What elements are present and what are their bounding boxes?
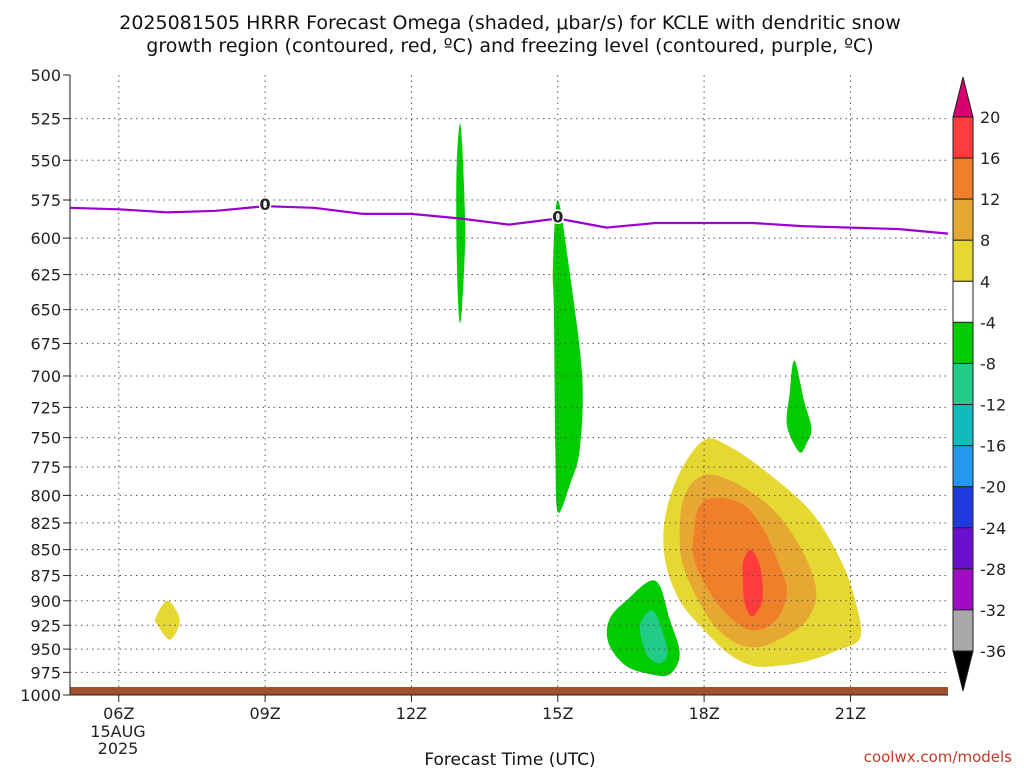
omega-region [786, 360, 812, 453]
colorbar-swatch [952, 404, 974, 447]
y-tick-label: 900 [30, 592, 61, 611]
x-tick-label: 06Z [103, 704, 134, 723]
omega-region [154, 600, 180, 640]
colorbar-swatch [952, 198, 974, 241]
x-year-label: 2025 [98, 739, 139, 758]
y-tick-label: 825 [30, 514, 61, 533]
y-tick-label: 875 [30, 567, 61, 586]
x-tick-label: 18Z [688, 704, 719, 723]
freezing-level-contour [69, 205, 949, 235]
y-tick-label: 550 [30, 151, 61, 170]
omega-region [639, 610, 668, 664]
x-axis: 06Z 09Z 12Z 15Z 18Z 21Z [70, 694, 948, 723]
freezing-level-label: 0 [552, 207, 563, 226]
x-tick-label: 09Z [249, 704, 280, 723]
chart-title-line-2: growth region (contoured, red, ºC) and f… [146, 35, 873, 57]
y-tick-label: 675 [30, 334, 61, 353]
y-tick-label: 975 [30, 663, 61, 682]
colorbar-label: -4 [980, 313, 996, 332]
colorbar-swatch [952, 321, 974, 364]
colorbar-bottom-extend [952, 650, 974, 692]
colorbar-swatch [952, 157, 974, 200]
colorbar-swatch [952, 609, 974, 652]
omega-region [692, 497, 787, 631]
omega-region [742, 549, 764, 617]
colorbar-swatch [952, 568, 974, 611]
colorbar-swatch [952, 116, 974, 159]
colorbar-label: -28 [980, 560, 1006, 579]
y-tick-label: 700 [30, 367, 61, 386]
colorbar-label: -20 [980, 478, 1006, 497]
colorbar-label: 12 [980, 190, 1000, 209]
y-tick-label: 950 [30, 640, 61, 659]
credit-text: coolwx.com/models [864, 748, 1012, 766]
y-tick-label: 725 [30, 398, 61, 417]
colorbar-label: 4 [980, 272, 990, 291]
freezing-level-label: 0 [260, 195, 271, 214]
y-tick-label: 500 [30, 66, 61, 85]
y-tick-label: 600 [30, 229, 61, 248]
colorbar-swatch [952, 486, 974, 529]
y-tick-label: 750 [30, 429, 61, 448]
chart-title-line-1: 2025081505 HRRR Forecast Omega (shaded, … [119, 12, 901, 34]
colorbar-swatch [952, 445, 974, 488]
y-tick-label: 800 [30, 486, 61, 505]
omega-region [552, 199, 583, 513]
y-axis: 500 525 550 575 600 625 650 675 700 725 750 775 800 8… [20, 66, 71, 705]
colorbar-label: -24 [980, 519, 1006, 538]
x-tick-label: 15Z [542, 704, 573, 723]
y-tick-label: 575 [30, 191, 61, 210]
colorbar-top-extend [952, 76, 974, 118]
colorbar-label: -36 [980, 642, 1006, 661]
colorbar-label: -12 [980, 396, 1006, 415]
colorbar-label: 20 [980, 108, 1000, 127]
colorbar-swatch [952, 527, 974, 570]
colorbar-label: 8 [980, 231, 990, 250]
y-tick-label: 925 [30, 616, 61, 635]
x-tick-label: 21Z [835, 704, 866, 723]
x-axis-title: Forecast Time (UTC) [424, 750, 595, 768]
grid-lines [70, 75, 948, 695]
omega-region [456, 123, 466, 324]
colorbar-label: -8 [980, 354, 996, 373]
y-tick-label: 650 [30, 301, 61, 320]
y-tick-label: 1000 [20, 686, 61, 705]
y-tick-label: 525 [30, 110, 61, 129]
x-date-label: 15AUG [90, 722, 145, 741]
colorbar-label: 16 [980, 149, 1000, 168]
x-tick-label: 12Z [396, 704, 427, 723]
colorbar-label: -32 [980, 601, 1006, 620]
y-tick-label: 775 [30, 458, 61, 477]
y-tick-label: 625 [30, 266, 61, 285]
omega-shaded-regions [154, 123, 862, 677]
colorbar-swatch [952, 280, 974, 323]
colorbar-swatch [952, 362, 974, 406]
y-tick-label: 850 [30, 541, 61, 560]
colorbar-label: -16 [980, 437, 1006, 456]
colorbar: 20 16 12 8 4 -4 -8 -12 -16 -20 -24 -28 -32 -36 [952, 76, 1006, 692]
colorbar-swatch [952, 239, 974, 282]
terrain-band [70, 687, 948, 695]
